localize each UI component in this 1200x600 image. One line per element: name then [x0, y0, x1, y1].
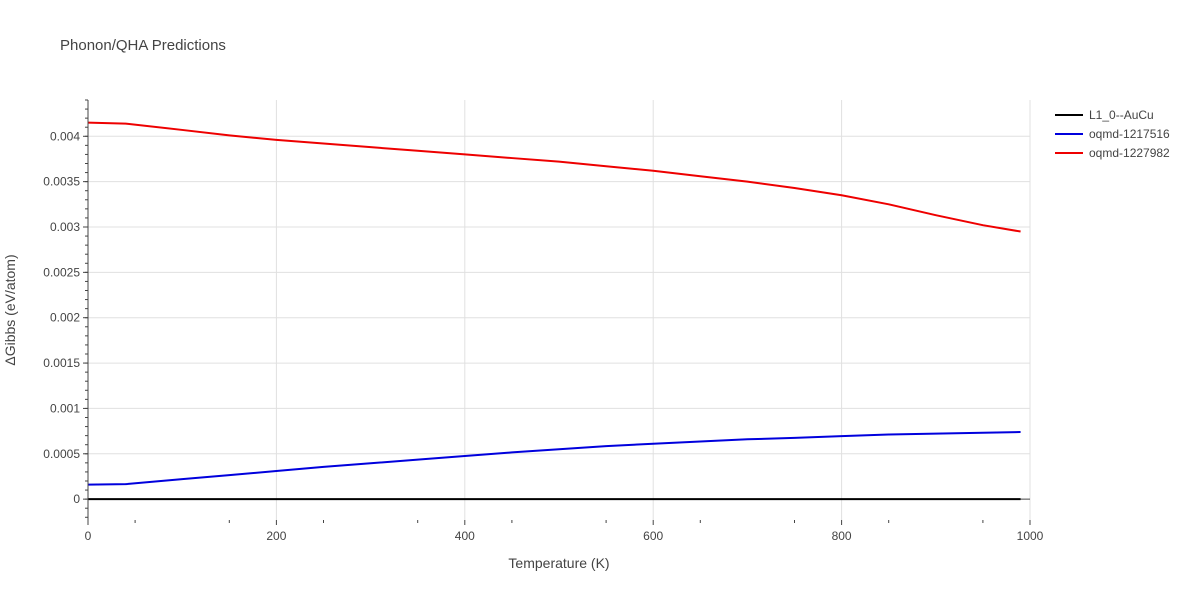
series-lines	[87, 121, 1021, 501]
x-axis-ticks: 0 200 400 600 800 1000	[85, 520, 1044, 543]
y-tick-label: 0.0035	[43, 175, 80, 189]
chart-title: Phonon/QHA Predictions	[60, 37, 226, 54]
y-tick-label: 0.002	[50, 311, 80, 325]
legend-label-3: oqmd-1227982	[1089, 146, 1170, 160]
y-tick-label: 0.001	[50, 401, 80, 415]
y-tick-label: 0.0005	[43, 447, 80, 461]
legend-label-1: L1_0--AuCu	[1089, 108, 1154, 122]
y-tick-label: 0.003	[50, 220, 80, 234]
x-tick-label: 600	[643, 529, 663, 543]
series-line-2	[87, 431, 1021, 486]
x-tick-label: 1000	[1017, 529, 1044, 543]
x-tick-label: 400	[455, 529, 475, 543]
legend: L1_0--AuCu oqmd-1217516 oqmd-1227982	[1055, 108, 1170, 160]
y-axis-title: ΔGibbs (eV/atom)	[2, 254, 18, 365]
y-tick-label: 0	[73, 492, 80, 506]
series-line-3	[87, 121, 1021, 233]
y-tick-label: 0.0015	[43, 356, 80, 370]
y-axis-ticks: 0 0.0005 0.001 0.0015 0.002 0.0025 0.003 0.0035…	[43, 99, 88, 518]
y-tick-label: 0.004	[50, 129, 80, 143]
x-tick-label: 0	[85, 529, 92, 543]
x-tick-label: 800	[832, 529, 852, 543]
x-axis-title: Temperature (K)	[508, 555, 609, 571]
x-tick-label: 200	[266, 529, 286, 543]
legend-label-2: oqmd-1217516	[1089, 127, 1170, 141]
y-tick-label: 0.0025	[43, 265, 80, 279]
